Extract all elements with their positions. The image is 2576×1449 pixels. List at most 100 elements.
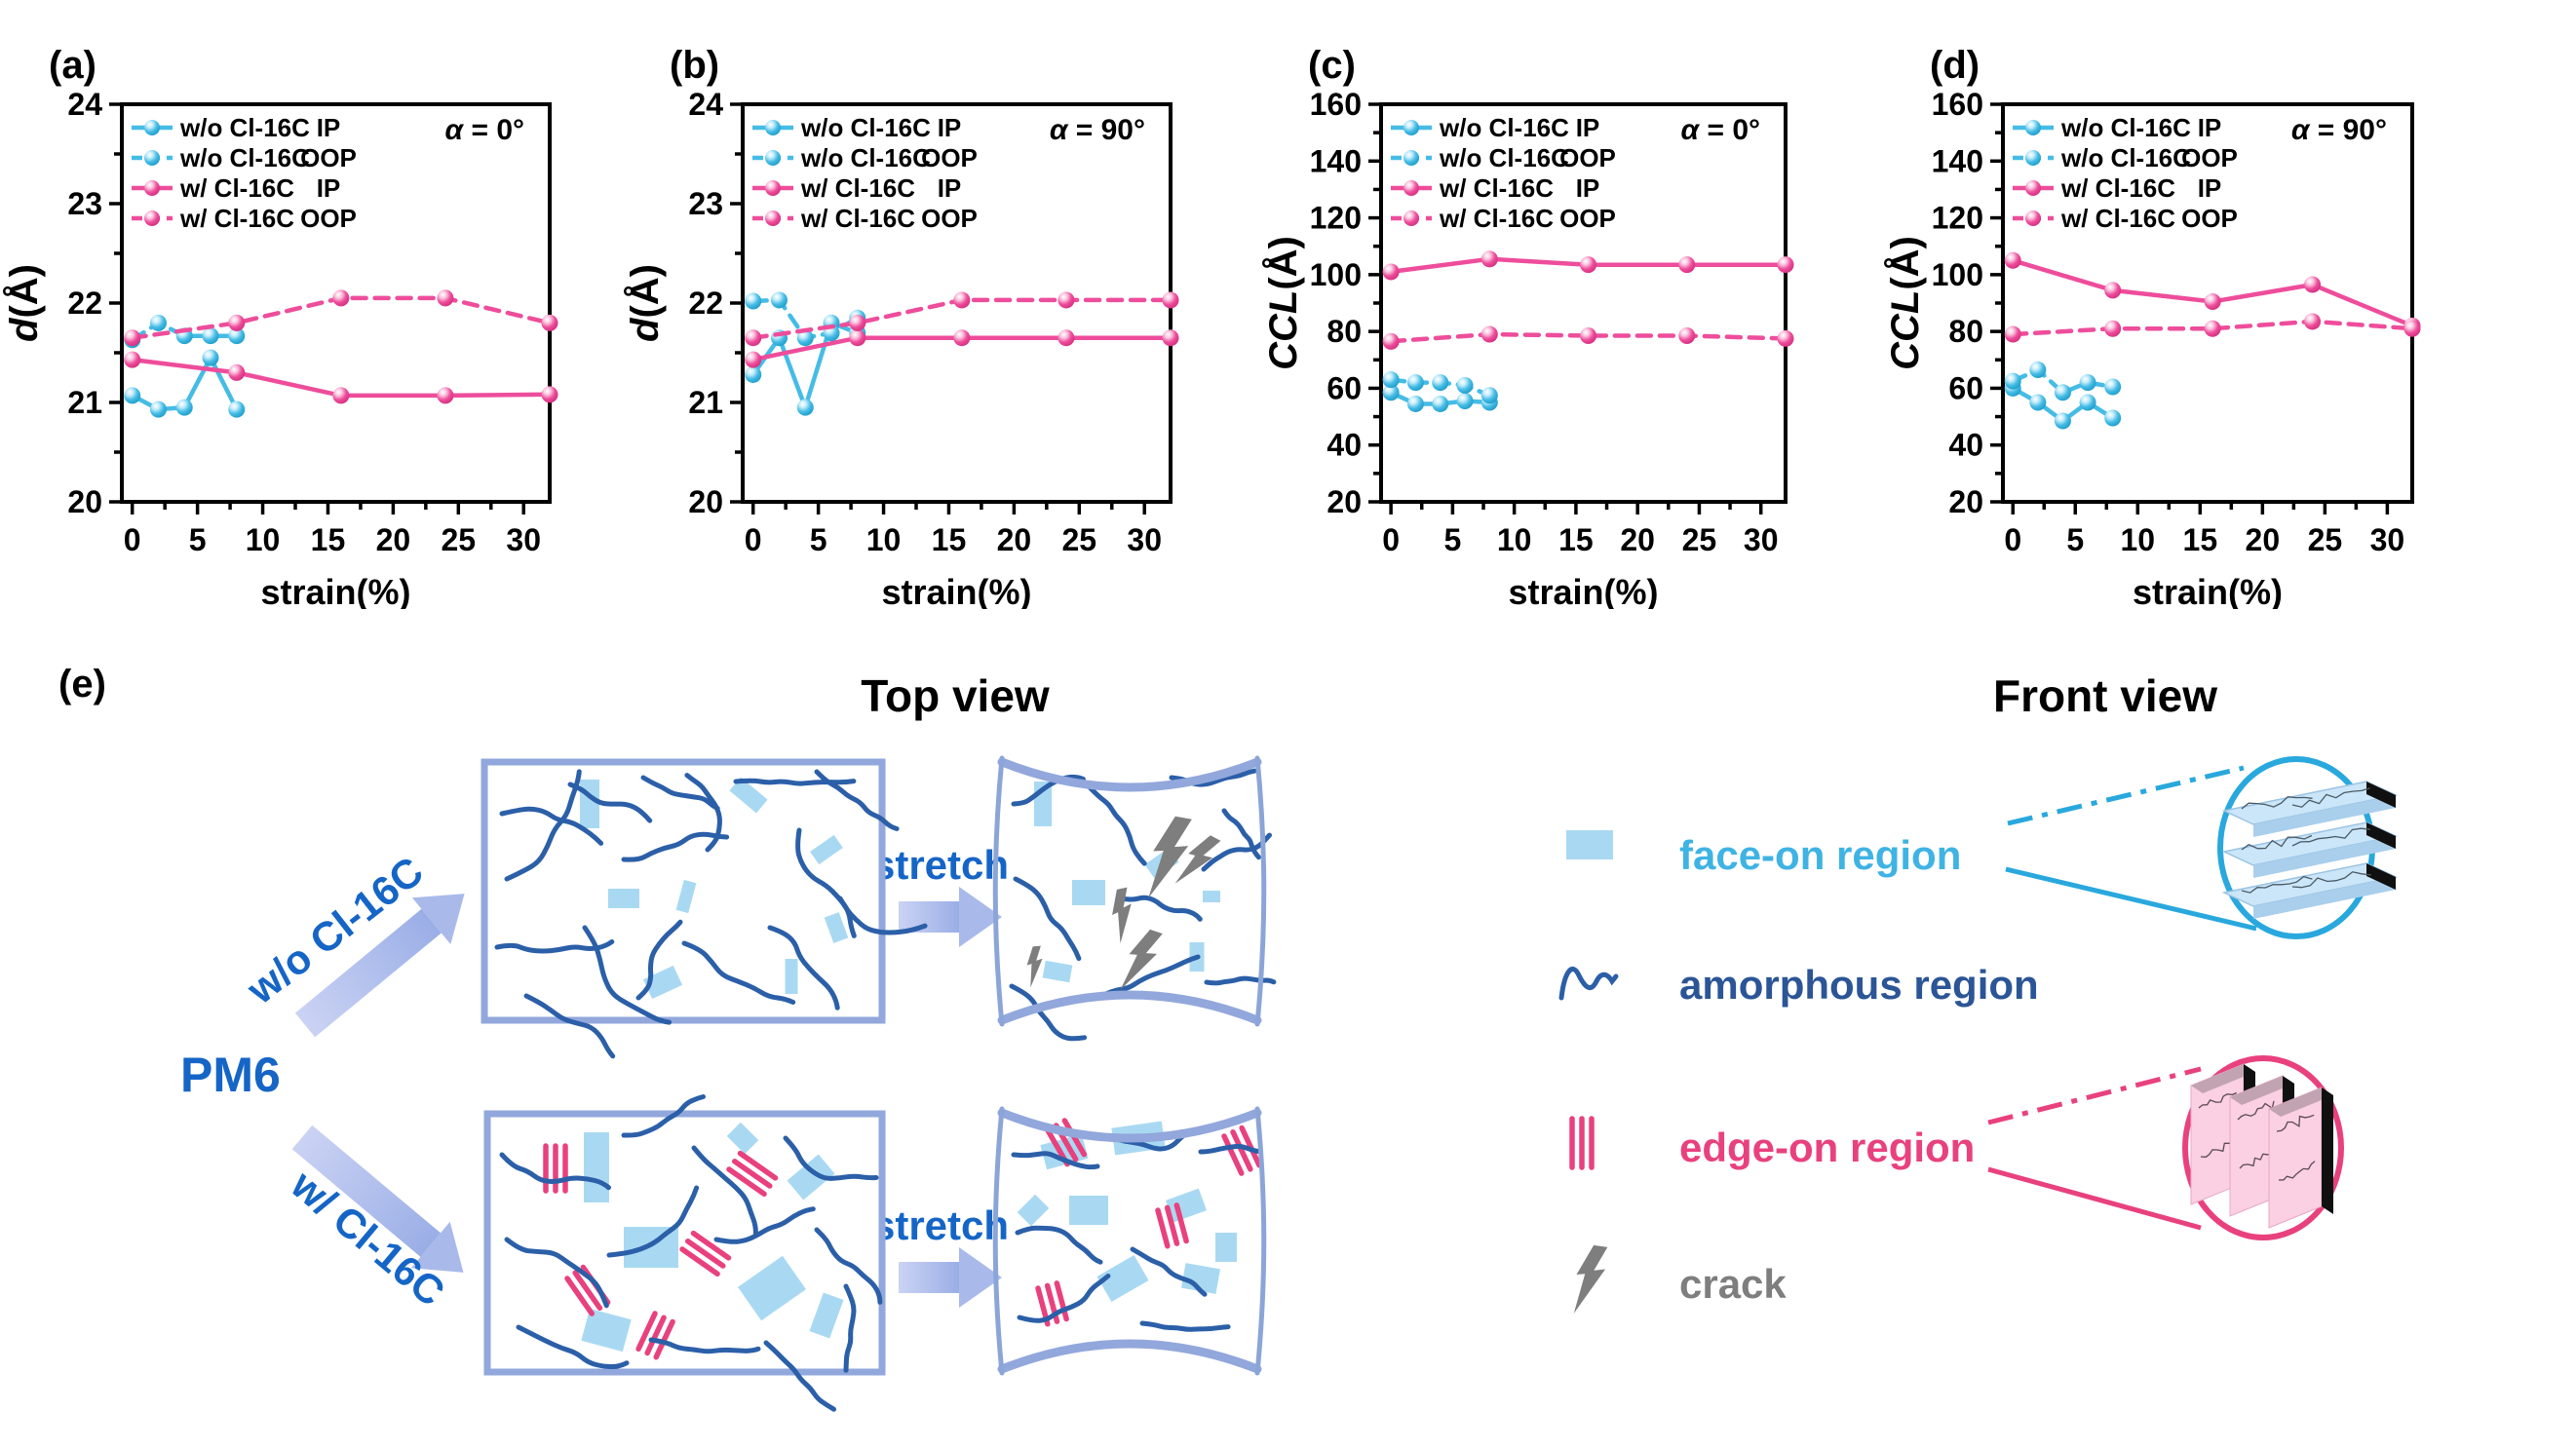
data-point: [1382, 263, 1400, 281]
x-tick-label: 25: [2308, 522, 2343, 557]
diagram-legend: face-on region amorphous region edge-on re…: [1558, 830, 2039, 1314]
y-tick-label: 160: [1932, 87, 1983, 122]
data-point: [437, 387, 454, 404]
amorphous-legend-label: amorphous region: [1679, 962, 2039, 1008]
amorphous-chain: [640, 775, 720, 812]
amorphous-chain: [1130, 1246, 1208, 1297]
crack-bolt: [1148, 816, 1192, 898]
series-pink-IP: [124, 351, 558, 404]
stretched-specimen-with: [1011, 1118, 1262, 1332]
molecule-scribble: [2278, 1161, 2316, 1181]
y-tick-label: 100: [1932, 257, 1983, 292]
data-point: [2054, 412, 2071, 430]
axis-ticks: [730, 102, 1146, 515]
face-on-lamella: [2221, 781, 2399, 837]
x-tick-label: 25: [1682, 522, 1717, 557]
x-tick-label: 30: [1744, 522, 1779, 557]
front-view-face-on: [2005, 756, 2399, 939]
x-tick-label: 0: [124, 522, 141, 557]
y-tick-label: 20: [688, 484, 723, 519]
legend-orientation: OOP: [2181, 204, 2238, 233]
stretched-specimen-outline: [992, 1106, 1267, 1376]
y-tick-label: 24: [67, 87, 102, 122]
x-tick-label: 20: [997, 522, 1032, 557]
axis-ticks: [1990, 102, 2390, 515]
chart-panel-d: (d) 20 40 60 80 100 120 140 160 0 5 10 15 20 25 30 CCL(Å…: [1883, 44, 2421, 609]
y-axis-title: CCL(Å): [1883, 236, 1927, 370]
y-axis-title: d(Å): [2, 264, 46, 342]
x-tick-label: 15: [311, 522, 346, 557]
data-point: [1382, 332, 1400, 350]
molecule-scribble: [2241, 834, 2313, 851]
face-on-crystal: [1215, 1233, 1237, 1262]
x-tick-label: 5: [2066, 522, 2084, 557]
route-arrow-without: [294, 894, 465, 1038]
data-point: [1480, 325, 1498, 343]
y-tick-label: 20: [1948, 484, 1983, 519]
x-tick-label: 20: [2246, 522, 2281, 557]
legend-series-name: w/o Cl-16C: [800, 113, 931, 142]
zoom-line-solid: [1987, 1166, 2202, 1231]
data-point: [796, 399, 814, 416]
y-tick-label: 160: [1310, 87, 1362, 122]
amorphous-chain: [684, 773, 722, 853]
amorphous-chain: [1017, 1274, 1111, 1323]
legend-orientation: IP: [1576, 173, 1600, 203]
data-point: [2079, 374, 2096, 392]
amorphous-chain: [1011, 1151, 1100, 1170]
molecule-scribble: [2276, 1114, 2315, 1132]
edge-on-crystal: [726, 1150, 779, 1197]
data-point: [1162, 329, 1179, 347]
y-tick-label: 60: [1326, 370, 1362, 405]
x-tick-label: 15: [1558, 522, 1594, 557]
x-tick-label: 0: [2004, 522, 2021, 557]
data-point: [149, 400, 167, 418]
edge-on-lamella: [2268, 1087, 2333, 1229]
legend-series-name: w/ Cl-16C: [1439, 173, 1554, 203]
face-on-crystal: [675, 879, 697, 914]
legend-series-name: w/ Cl-16C: [179, 173, 294, 203]
panel-label: (c): [1308, 44, 1356, 87]
x-tick-label: 20: [1620, 522, 1655, 557]
data-point: [202, 349, 219, 366]
series-pink-IP: [745, 329, 1179, 368]
face-on-crystal: [785, 959, 798, 994]
data-point: [228, 314, 246, 331]
series-pink-OOP: [124, 289, 558, 347]
y-axis-title: d(Å): [623, 264, 667, 342]
x-tick-label: 5: [189, 522, 207, 557]
edge-on-zoom-circle: [2182, 1055, 2344, 1240]
face-on-crystal: [729, 777, 768, 814]
face-on-lamella: [2221, 821, 2399, 878]
amorphous-chain: [621, 1094, 706, 1138]
crack-bolt: [1112, 887, 1132, 944]
legend-series-name: w/o Cl-16C: [2060, 113, 2191, 142]
face-on-crystal: [608, 889, 639, 908]
x-tick-label: 0: [745, 522, 762, 557]
legend-series-name: w/o Cl-16C: [2060, 143, 2191, 172]
amorphous-chain: [567, 782, 653, 823]
data-point: [1456, 393, 1474, 410]
x-tick-label: 30: [506, 522, 541, 557]
edge-on-crystal: [1221, 1125, 1262, 1176]
face-on-crystal: [584, 1132, 609, 1202]
data-point: [745, 292, 762, 310]
axis-ticks: [109, 102, 525, 515]
x-tick-label: 5: [1443, 522, 1461, 557]
y-tick-label: 140: [1310, 143, 1362, 178]
legend-orientation: OOP: [921, 143, 978, 172]
data-point: [2104, 282, 2122, 299]
chart-panel-a: (a) 20 21 22 23 24 0 5 10 15 20 25 30 d(Å) strain(%) w/…: [2, 44, 558, 609]
alpha-annotation: α = 90°: [1050, 114, 1145, 146]
data-point: [2204, 320, 2221, 337]
top-view-box-with: [483, 1094, 886, 1412]
y-tick-label: 40: [1948, 428, 1983, 463]
legend-series-name: w/o Cl-16C: [1439, 143, 1569, 172]
data-point: [2004, 372, 2021, 390]
y-tick-label: 24: [688, 87, 723, 122]
data-point: [1406, 395, 1424, 412]
alpha-annotation: α = 0°: [445, 114, 524, 146]
amorphous-chain: [733, 778, 857, 786]
x-tick-label: 30: [1127, 522, 1162, 557]
